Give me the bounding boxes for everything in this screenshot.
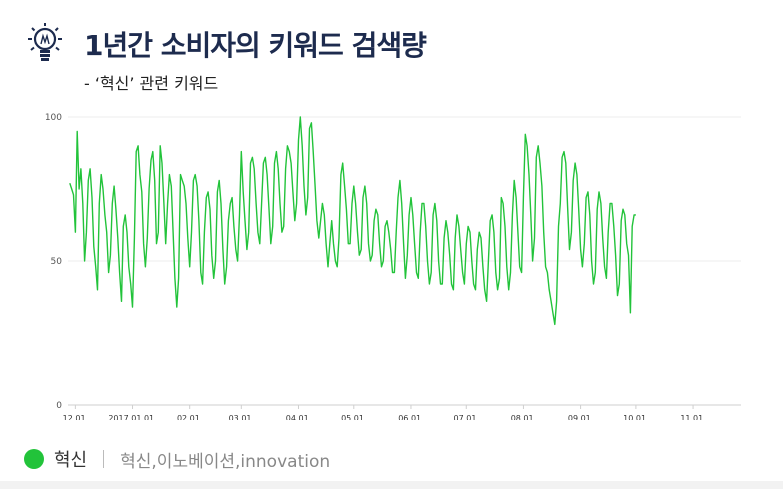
series-line [69,116,636,326]
x-tick-label: 12.01. [63,414,88,420]
footer-strip [0,481,783,489]
x-tick-label: 04.01. [286,414,311,420]
x-tick-label: 07.01. [454,414,479,420]
y-tick-label: 0 [56,401,62,411]
light-bulb-icon [28,23,62,61]
legend-divider [103,450,105,468]
y-tick-label: 50 [51,257,63,267]
y-tick-label: 100 [45,113,62,123]
x-tick-label: 06.01. [398,414,423,420]
x-tick-label: 09.01. [568,414,593,420]
x-tick-label: 11.01. [680,414,705,420]
x-tick-label: 2017.01.01. [108,414,156,420]
y-axis-ticks: 0 50 100 [45,113,62,411]
line-chart: 0 50 100 12.01. 2017.01.01. 02.01. 03.01. 04.0… [45,113,741,420]
chart-subtitle: - ‘혁신’ 관련 키워드 [84,74,219,93]
legend-color-dot [24,449,44,469]
x-tick-label: 03.01. [229,414,254,420]
x-tick-label: 02.01. [177,414,202,420]
x-tick-label: 08.01. [511,414,536,420]
legend: 혁신 혁신,이노베이션,innovation [24,446,330,472]
series-layer [69,116,636,326]
legend-keyword-terms: 혁신,이노베이션,innovation [120,451,331,472]
x-tick-label: 10.01. [623,414,648,420]
legend-series-name: 혁신 [54,450,88,471]
chart-title: 1년간 소비자의 키워드 검색량 [84,29,427,62]
x-axis-ticks: 12.01. 2017.01.01. 02.01. 03.01. 04.01. 05.01… [63,405,706,420]
x-tick-label: 05.01. [341,414,366,420]
